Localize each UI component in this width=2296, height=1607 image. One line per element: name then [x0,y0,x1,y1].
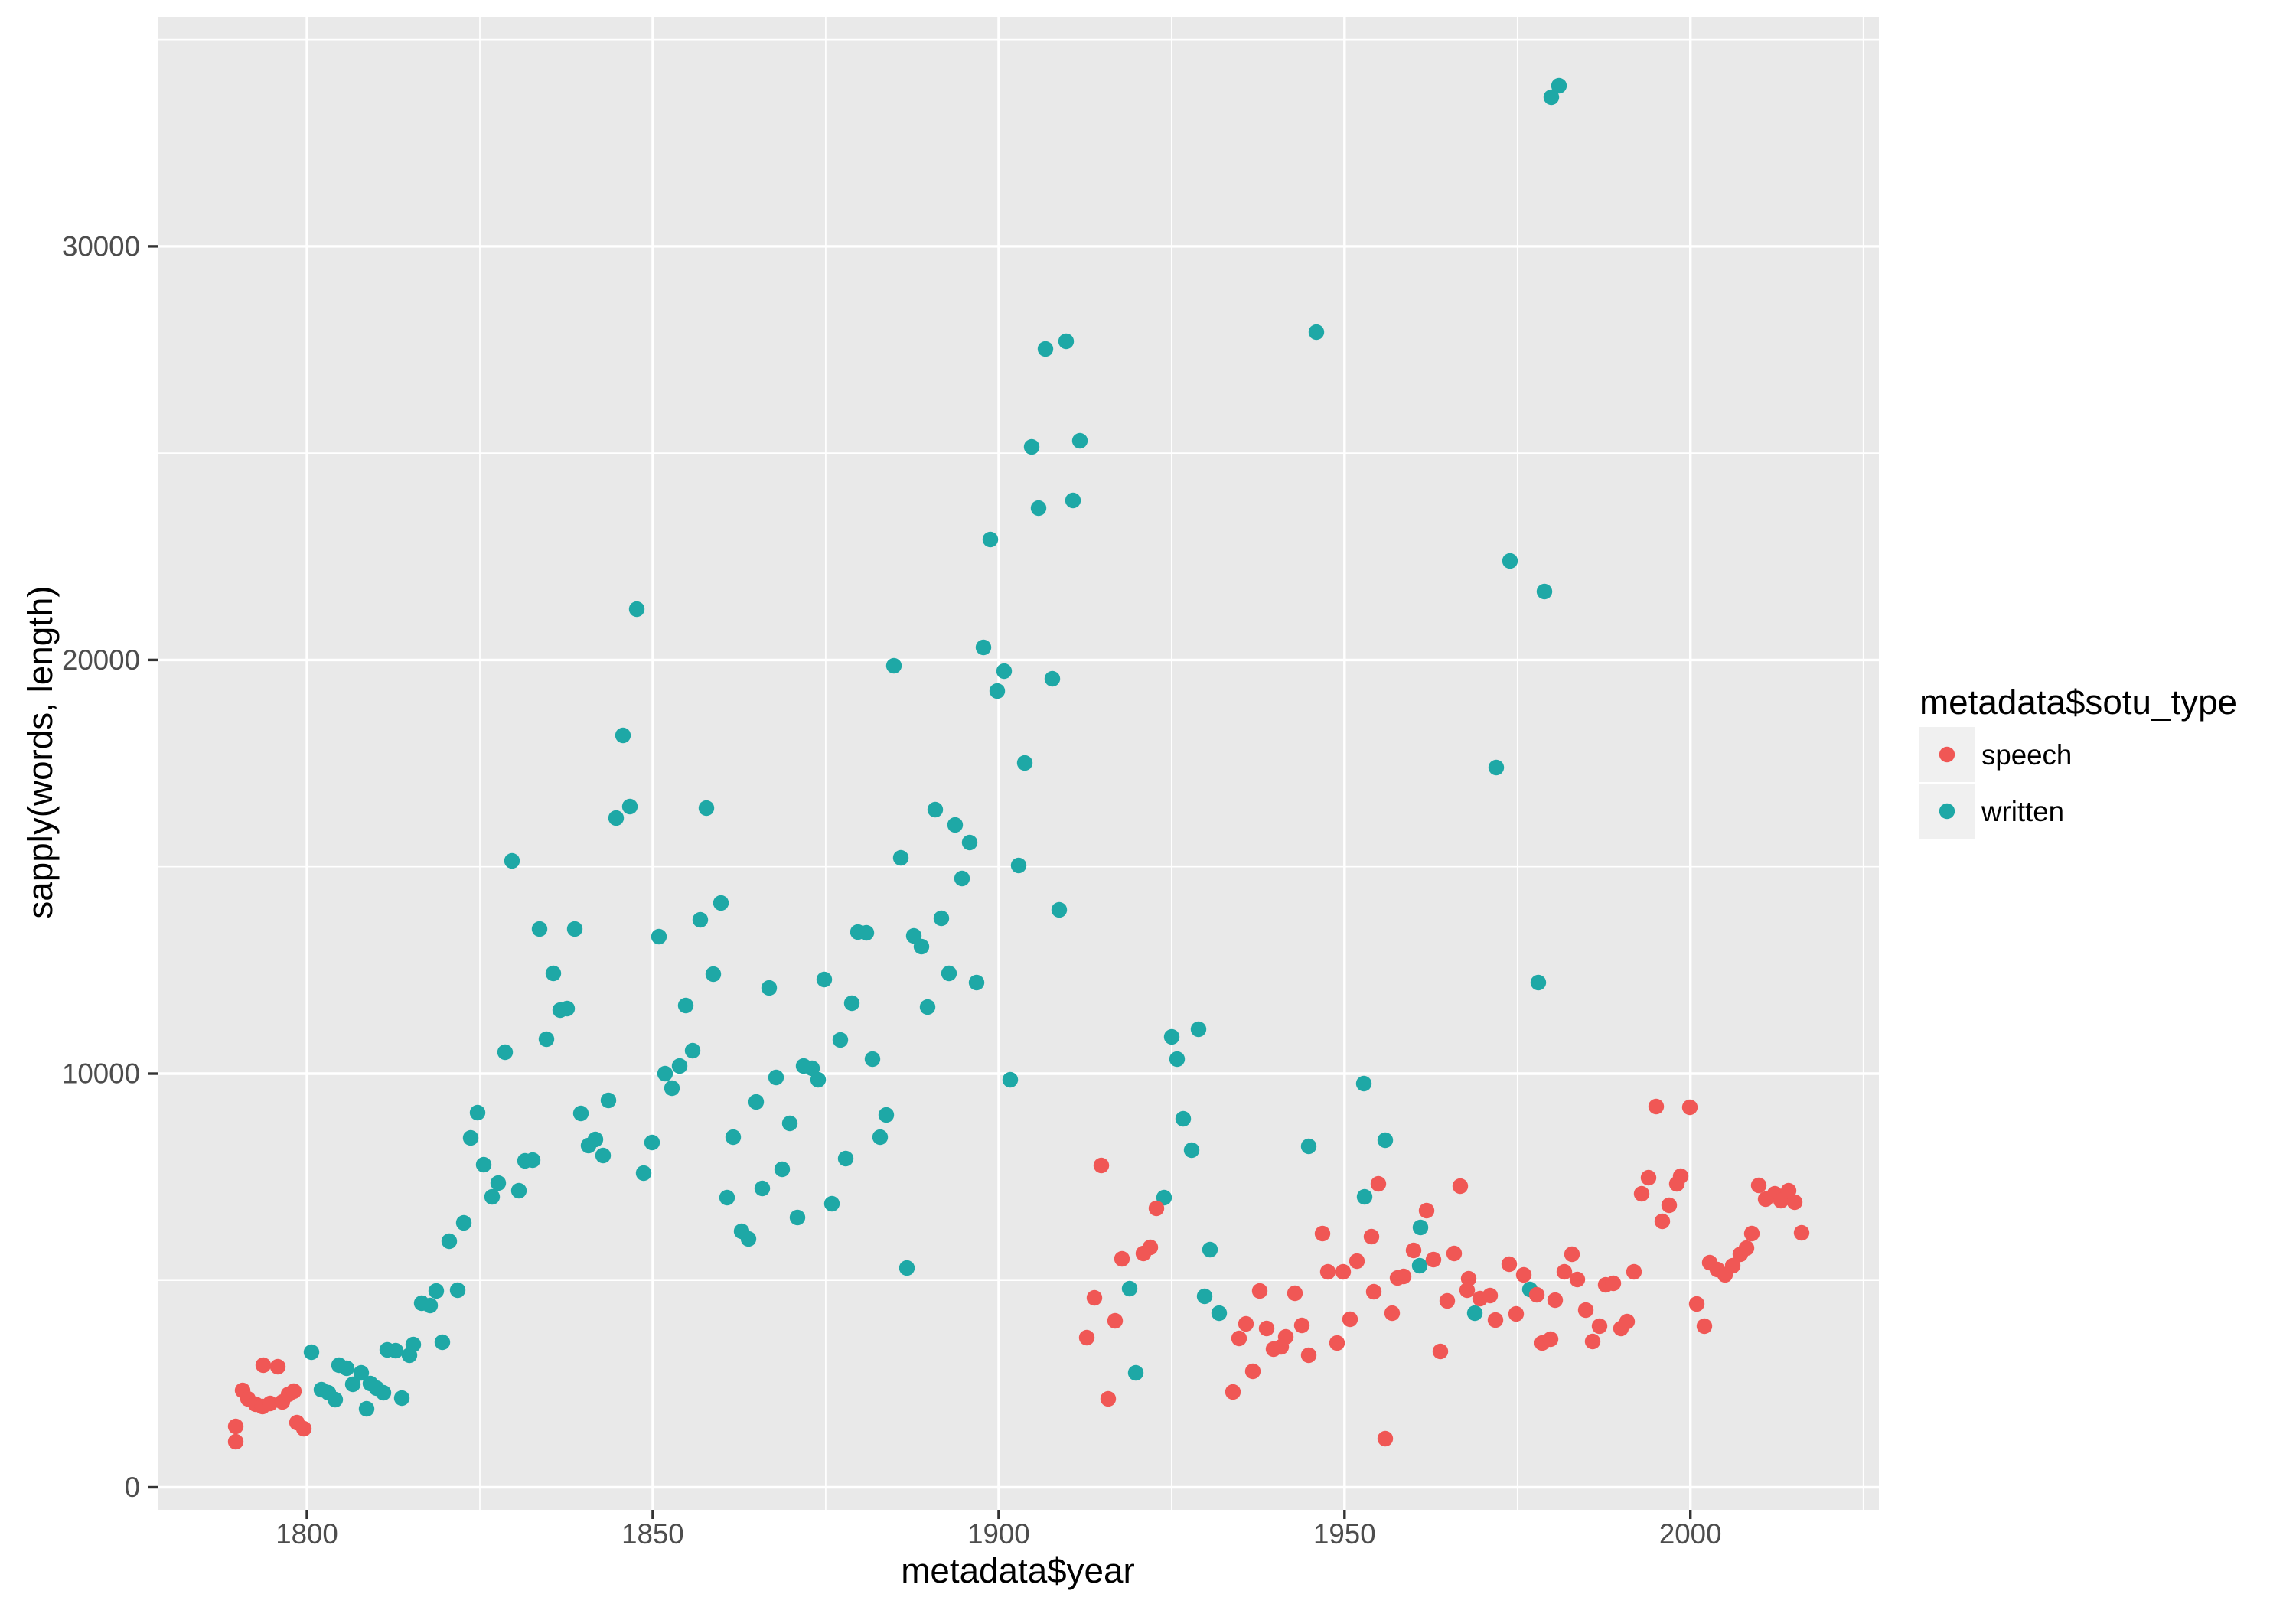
svg-text:sapply(words, length): sapply(words, length) [21,585,60,918]
svg-text:1800: 1800 [276,1518,338,1550]
svg-text:speech: speech [1981,739,2072,771]
svg-text:1950: 1950 [1313,1518,1376,1550]
svg-text:written: written [1981,796,2064,827]
svg-text:30000: 30000 [62,230,140,262]
svg-text:1850: 1850 [621,1518,684,1550]
svg-text:1900: 1900 [967,1518,1030,1550]
svg-text:metadata$sotu_type: metadata$sotu_type [1919,683,2237,722]
svg-text:10000: 10000 [62,1058,140,1090]
svg-text:2000: 2000 [1659,1518,1722,1550]
svg-text:metadata$year: metadata$year [901,1551,1135,1590]
svg-text:0: 0 [125,1472,140,1503]
svg-text:20000: 20000 [62,644,140,676]
